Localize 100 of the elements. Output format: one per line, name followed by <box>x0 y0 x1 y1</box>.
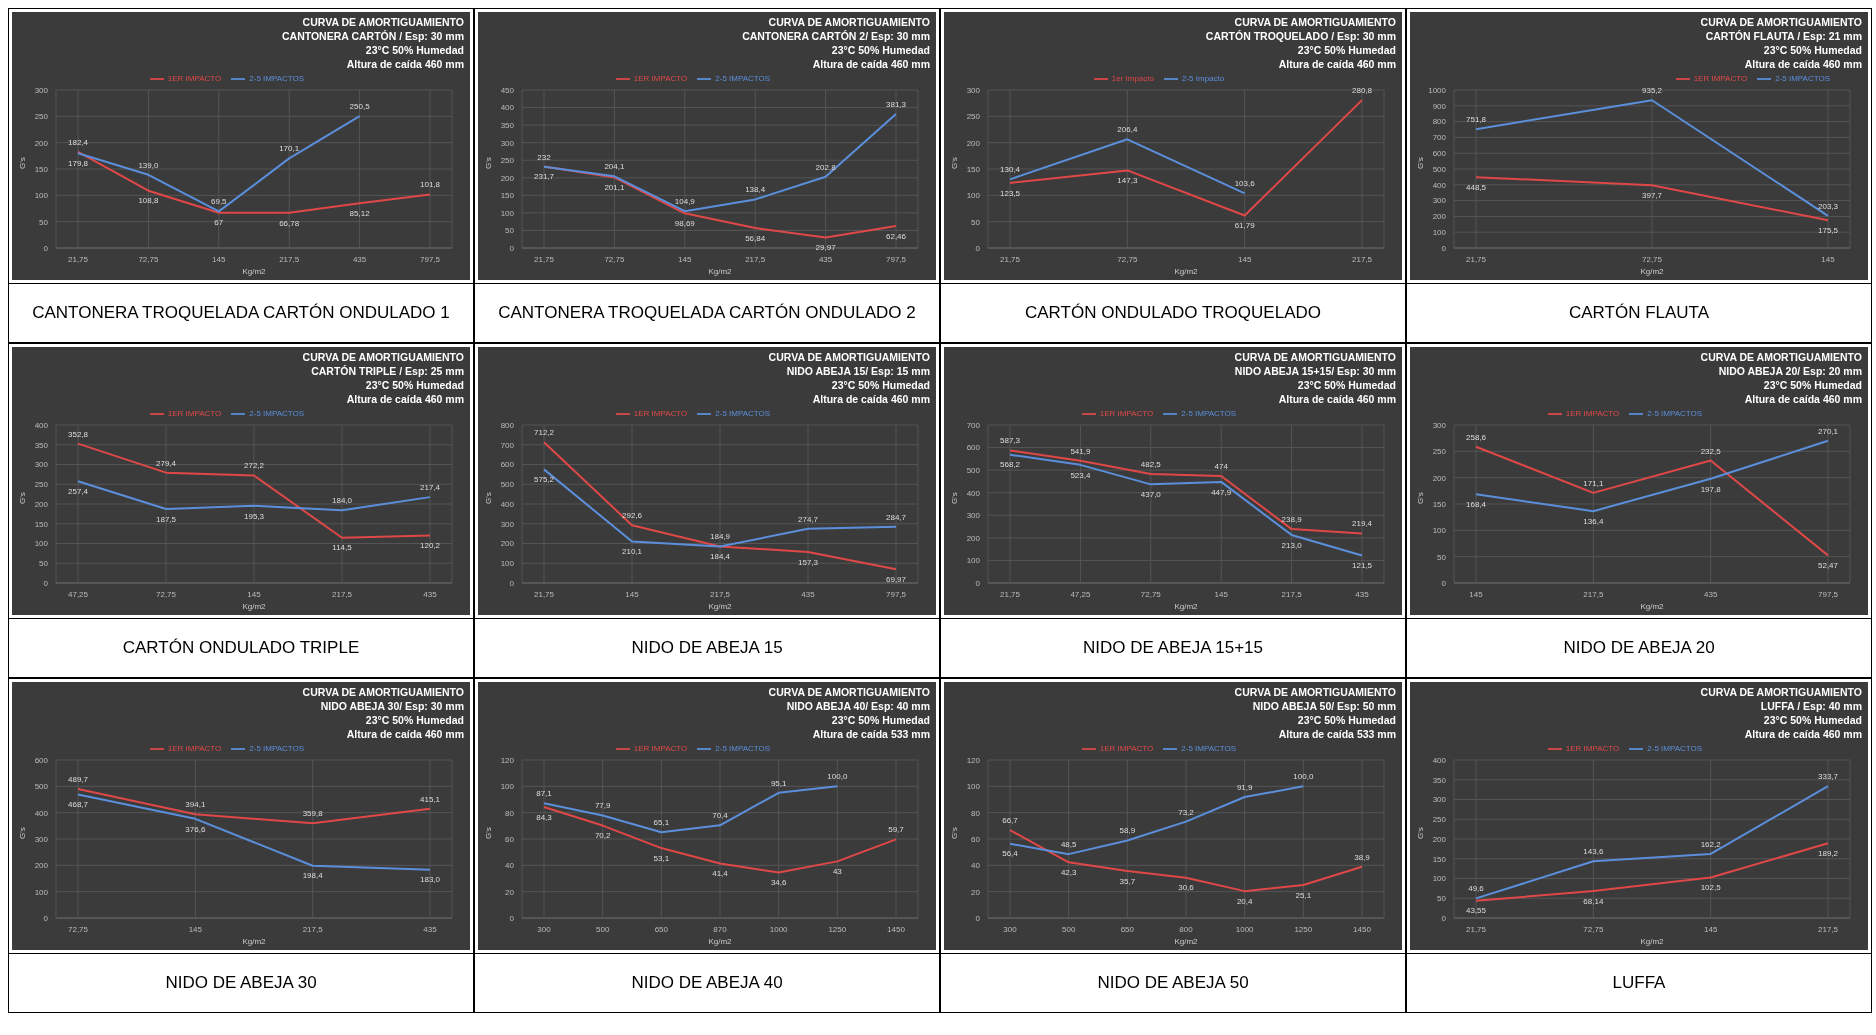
y-tick-label: 0 <box>975 913 981 923</box>
data-label: 272,2 <box>243 461 265 471</box>
chart-title: CURVA DE AMORTIGUAMIENTO <box>767 350 930 364</box>
data-label: 121,5 <box>1351 561 1373 571</box>
x-tick-label: 435 <box>423 924 438 934</box>
x-tick-label: 435 <box>818 254 833 264</box>
legend-label: 1ER IMPACTO <box>167 744 222 754</box>
legend-label: 2-5 IMPACTOS <box>1647 409 1703 419</box>
y-axis-title: G's <box>949 827 959 839</box>
y-tick-label: 150 <box>34 519 49 529</box>
data-label: 189,2 <box>1817 848 1839 858</box>
y-tick-label: 350 <box>500 120 515 130</box>
chart-title: CURVA DE AMORTIGUAMIENTO <box>1233 685 1396 699</box>
data-label: 231,7 <box>533 172 555 182</box>
y-tick-label: 500 <box>966 465 981 475</box>
data-label: 568,2 <box>999 460 1021 470</box>
x-tick-label: 797,5 <box>885 589 907 599</box>
y-tick-label: 100 <box>1432 874 1447 884</box>
y-tick-label: 600 <box>500 460 515 470</box>
text: Altura de caída 533 mm <box>1277 727 1396 741</box>
y-tick-label: 0 <box>975 578 981 588</box>
x-axis-title: Kg/m2 <box>1174 602 1199 611</box>
x-tick-label: 21,75 <box>999 254 1021 264</box>
text: 23°C 50% Humedad <box>830 713 930 727</box>
y-tick-label: 300 <box>34 460 49 470</box>
x-tick-label: 797,5 <box>419 254 441 264</box>
data-label: 198,4 <box>302 871 324 881</box>
data-label: 69,97 <box>885 574 907 584</box>
legend-label: 1ER IMPACTO <box>633 409 688 419</box>
data-label: 250,5 <box>349 102 371 112</box>
data-label: 394,1 <box>185 800 206 810</box>
x-axis-title: Kg/m2 <box>708 937 733 946</box>
x-tick-label: 72,75 <box>1140 589 1162 599</box>
x-tick-label: 47,25 <box>1070 589 1091 599</box>
data-label: 130,4 <box>999 165 1021 175</box>
data-label: 68,14 <box>1583 896 1604 906</box>
text: CANTONERA TROQUELADA CARTÓN ONDULADO 1 <box>32 303 450 323</box>
y-tick-label: 250 <box>34 480 49 490</box>
y-tick-label: 200 <box>34 499 49 509</box>
data-label: 168,4 <box>1465 499 1487 509</box>
y-tick-label: 800 <box>1432 117 1447 127</box>
chart-subtitle: LUFFA / Esp: 40 mm <box>1759 699 1862 713</box>
chart-subtitle: CARTÓN TRIPLE / Esp: 25 mm <box>310 364 464 378</box>
data-label: 170,1 <box>279 144 300 154</box>
data-label: 448,5 <box>1465 182 1487 192</box>
data-label: 48,5 <box>1060 840 1077 850</box>
data-label: 482,5 <box>1140 460 1162 470</box>
data-label: 175,5 <box>1817 225 1839 235</box>
y-tick-label: 100 <box>500 559 515 569</box>
x-tick-label: 72,75 <box>138 254 159 264</box>
x-tick-label: 72,75 <box>67 924 89 934</box>
legend-label: 2-5 IMPACTOS <box>715 744 771 754</box>
y-axis-title: G's <box>17 492 27 504</box>
y-tick-label: 200 <box>500 539 515 549</box>
x-tick-label: 21,75 <box>1465 924 1487 934</box>
y-tick-label: 500 <box>500 480 515 490</box>
chart-subtitle: CANTONERA CARTÓN 2/ Esp: 30 mm <box>741 29 930 43</box>
data-label: 102,5 <box>1700 883 1722 893</box>
data-label: 280,8 <box>1351 86 1373 96</box>
y-tick-label: 100 <box>1432 526 1447 536</box>
y-tick-label: 300 <box>1432 420 1447 430</box>
text: NIDO DE ABEJA 15+15 <box>1082 638 1263 658</box>
y-tick-label: 400 <box>500 103 515 113</box>
x-tick-label: 145 <box>1237 254 1252 264</box>
x-tick-label: 72,75 <box>604 254 625 264</box>
chart-title: CURVA DE AMORTIGUAMIENTO <box>1699 350 1862 364</box>
text: 23°C 50% Humedad <box>1296 378 1396 392</box>
y-tick-label: 600 <box>966 443 981 453</box>
chart-subtitle: NIDO ABEJA 15+15/ Esp: 30 mm <box>1233 364 1396 378</box>
data-label: 123,5 <box>999 188 1021 198</box>
x-tick-label: 1000 <box>769 924 789 934</box>
x-tick-label: 145 <box>625 589 640 599</box>
data-label: 103,6 <box>1234 179 1256 189</box>
y-tick-label: 50 <box>1437 894 1447 904</box>
y-tick-label: 700 <box>1432 133 1447 143</box>
data-label: 474 <box>1214 462 1229 472</box>
text: Altura de caída 460 mm <box>811 57 930 71</box>
y-tick-label: 250 <box>966 112 981 122</box>
data-label: 87,1 <box>536 789 553 799</box>
x-tick-label: 145 <box>1821 254 1836 264</box>
data-label: 25,1 <box>1295 890 1312 900</box>
x-axis-title: Kg/m2 <box>1174 937 1199 946</box>
legend-label: 1ER IMPACTO <box>1565 744 1620 754</box>
legend-label: 2-5 IMPACTOS <box>249 74 305 84</box>
data-label: 100,0 <box>1293 772 1314 782</box>
data-label: 210,1 <box>621 547 643 557</box>
y-tick-label: 250 <box>34 112 49 122</box>
y-tick-label: 250 <box>1432 447 1447 457</box>
data-label: 232,5 <box>1700 446 1722 456</box>
text: Altura de caída 460 mm <box>1743 392 1862 406</box>
chart-title: CURVA DE AMORTIGUAMIENTO <box>301 350 464 364</box>
chart-title: CURVA DE AMORTIGUAMIENTO <box>1699 15 1862 29</box>
data-label: 415,1 <box>419 794 441 804</box>
y-tick-label: 50 <box>971 217 981 227</box>
data-label: 66,7 <box>1002 816 1019 826</box>
y-axis-title: G's <box>949 157 959 169</box>
text: 23°C 50% Humedad <box>364 713 464 727</box>
data-label: 437,0 <box>1140 490 1162 500</box>
y-tick-label: 200 <box>966 533 981 543</box>
data-label: 257,4 <box>67 487 89 497</box>
